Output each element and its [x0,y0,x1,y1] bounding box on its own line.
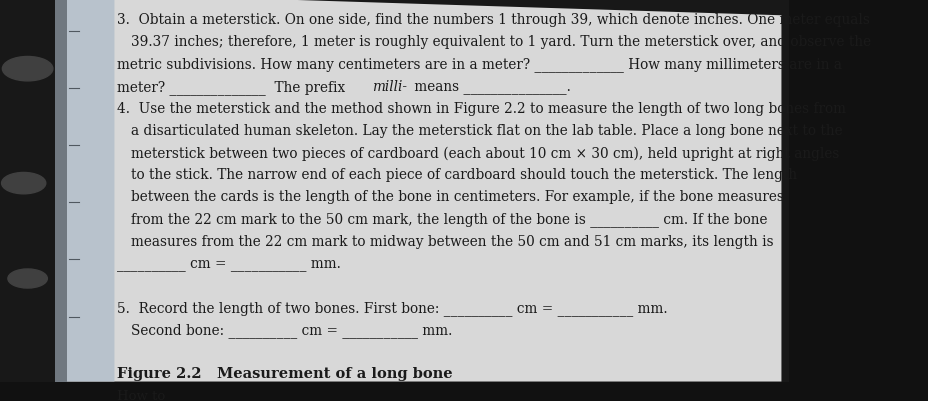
Text: metric subdivisions. How many centimeters are in a meter? _____________ How many: metric subdivisions. How many centimeter… [117,58,841,73]
Text: from the 22 cm mark to the 50 cm mark, the length of the bone is __________ cm. : from the 22 cm mark to the 50 cm mark, t… [131,213,767,227]
Circle shape [2,172,45,194]
Text: measures from the 22 cm mark to midway between the 50 cm and 51 cm marks, its le: measures from the 22 cm mark to midway b… [131,235,773,249]
Text: meter? ______________  The prefix: meter? ______________ The prefix [117,80,349,95]
Text: Second bone: __________ cm = ___________ mm.: Second bone: __________ cm = ___________… [131,323,452,338]
Text: a disarticulated human skeleton. Lay the meterstick flat on the lab table. Place: a disarticulated human skeleton. Lay the… [131,124,842,138]
Text: 3.  Obtain a meterstick. On one side, find the numbers 1 through 39, which denot: 3. Obtain a meterstick. On one side, fin… [117,13,869,27]
Text: __________ cm = ___________ mm.: __________ cm = ___________ mm. [117,257,341,271]
Text: How to: How to [117,389,165,401]
Text: meterstick between two pieces of cardboard (each about 10 cm × 30 cm), held upri: meterstick between two pieces of cardboa… [131,146,839,160]
Polygon shape [55,0,67,381]
Text: 39.37 inches; therefore, 1 meter is roughly equivalent to 1 yard. Turn the meter: 39.37 inches; therefore, 1 meter is roug… [131,35,870,49]
Circle shape [3,57,53,81]
Text: 5.  Record the length of two bones. First bone: __________ cm = ___________ mm.: 5. Record the length of two bones. First… [117,301,666,316]
Text: milli-: milli- [371,80,406,94]
Text: 4.  Use the meterstick and the method shown in Figure 2.2 to measure the length : 4. Use the meterstick and the method sho… [117,102,844,116]
Circle shape [7,269,47,288]
Text: means _______________.: means _______________. [409,80,571,94]
Text: to the stick. The narrow end of each piece of cardboard should touch the meterst: to the stick. The narrow end of each pie… [131,168,796,182]
Polygon shape [55,0,114,381]
Text: Figure 2.2   Measurement of a long bone: Figure 2.2 Measurement of a long bone [117,367,452,381]
Text: between the cards is the length of the bone in centimeters. For example, if the : between the cards is the length of the b… [131,190,783,205]
Polygon shape [55,0,780,381]
